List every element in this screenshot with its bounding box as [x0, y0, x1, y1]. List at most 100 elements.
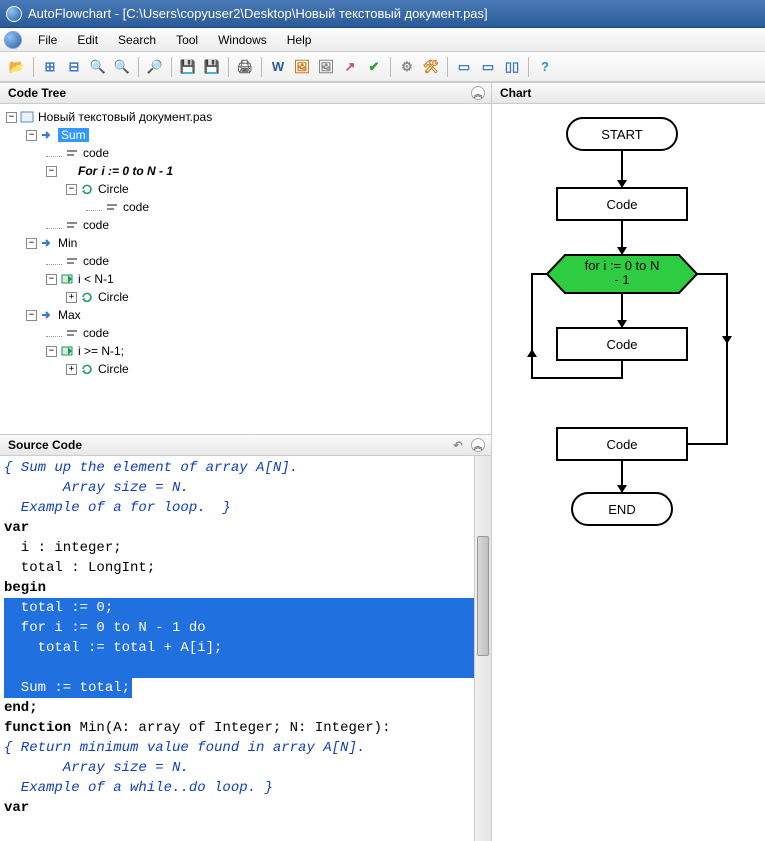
tree-node[interactable]: code — [2, 198, 489, 216]
save-icon[interactable]: 💾 — [177, 56, 199, 78]
flowchart-node-start[interactable]: START — [567, 118, 677, 150]
flowchart-node-code3[interactable]: Code — [557, 428, 687, 460]
tree-line — [86, 203, 102, 211]
scrollbar[interactable] — [474, 456, 491, 841]
layout1-icon[interactable]: ▭ — [453, 56, 475, 78]
right-column: Chart STARTCodefor i := 0 to N - 1CodeCo… — [492, 82, 765, 841]
menu-help[interactable]: Help — [277, 31, 322, 49]
toolbar-separator — [447, 57, 448, 77]
source-line: for i := 0 to N - 1 do — [4, 618, 487, 638]
source-line: Sum := total; — [4, 678, 132, 698]
tree-node[interactable]: − Sum — [2, 126, 489, 144]
tree-label: Circle — [98, 182, 129, 196]
tree-label: i >= N-1; — [78, 344, 124, 358]
collapse-toggle[interactable]: − — [46, 166, 57, 177]
collapse-icon[interactable]: ︽ — [471, 86, 485, 100]
tree-node[interactable]: − i >= N-1; — [2, 342, 489, 360]
tree-node[interactable]: code — [2, 252, 489, 270]
tools-icon[interactable]: 🛠 — [420, 56, 442, 78]
tree-line — [46, 257, 62, 265]
export-word-icon[interactable]: W — [267, 56, 289, 78]
code-icon — [64, 146, 80, 160]
scrollbar-thumb[interactable] — [477, 536, 489, 656]
collapse-toggle[interactable]: − — [6, 112, 17, 123]
tree-node[interactable]: −i < N-1 — [2, 270, 489, 288]
tree-label: Sum — [58, 128, 89, 142]
tree-node[interactable]: code — [2, 144, 489, 162]
toolbar-separator — [228, 57, 229, 77]
source-line — [4, 658, 487, 678]
tree-label: Circle — [98, 362, 129, 376]
flowchart-edge — [617, 220, 627, 255]
export-svg-icon[interactable]: 🖼 — [315, 56, 337, 78]
layout2-icon[interactable]: ▭ — [477, 56, 499, 78]
collapse-icon[interactable]: ⊟ — [63, 56, 85, 78]
source-code-header: Source Code ↶ ︽ — [0, 434, 491, 456]
expand-toggle[interactable]: + — [66, 292, 77, 303]
help-icon[interactable]: ? — [534, 56, 556, 78]
loop-icon — [79, 182, 95, 196]
arrow-icon — [39, 128, 55, 142]
flowchart-edge — [617, 150, 627, 188]
source-line: Array size = N. — [4, 478, 487, 498]
settings-icon[interactable]: ⚙ — [396, 56, 418, 78]
collapse-toggle[interactable]: − — [46, 274, 57, 285]
zoom-out-icon[interactable]: 🔍 — [111, 56, 133, 78]
tree-node[interactable]: −Fori := 0 to N - 1 — [2, 162, 489, 180]
collapse-toggle[interactable]: − — [26, 310, 37, 321]
flowchart-node-end[interactable]: END — [572, 493, 672, 525]
tree-node[interactable]: + Circle — [2, 360, 489, 378]
condition-icon — [59, 344, 75, 358]
collapse-toggle[interactable]: − — [46, 346, 57, 357]
tree-node[interactable]: code — [2, 216, 489, 234]
menu-windows[interactable]: Windows — [208, 31, 277, 49]
expand-toggle[interactable]: + — [66, 364, 77, 375]
source-code[interactable]: { Sum up the element of array A[N]. Arra… — [0, 456, 491, 841]
tree-node[interactable]: code — [2, 324, 489, 342]
undo-icon[interactable]: ↶ — [451, 438, 465, 452]
menu-search[interactable]: Search — [108, 31, 166, 49]
print-icon[interactable]: 🖨 — [234, 56, 256, 78]
menu-tool[interactable]: Tool — [166, 31, 208, 49]
source-line: var — [4, 518, 487, 538]
tree-label: code — [83, 254, 109, 268]
toolbar-separator — [528, 57, 529, 77]
svg-text:for i := 0 to N: for i := 0 to N — [585, 258, 660, 273]
code-icon — [64, 218, 80, 232]
collapse-toggle[interactable]: − — [26, 130, 37, 141]
collapse-toggle[interactable]: − — [66, 184, 77, 195]
toolbar-separator — [171, 57, 172, 77]
menu-edit[interactable]: Edit — [67, 31, 108, 49]
flowchart-node-code1[interactable]: Code — [557, 188, 687, 220]
menu-file[interactable]: File — [28, 31, 67, 49]
open-icon[interactable]: 📂 — [6, 56, 28, 78]
zoom-in-icon[interactable]: 🔍 — [87, 56, 109, 78]
export-image-icon[interactable]: 🖼 — [291, 56, 313, 78]
flowchart-edge — [617, 460, 627, 493]
arrow-icon — [39, 308, 55, 322]
tree-prefix: For — [78, 164, 97, 178]
layout3-icon[interactable]: ▯▯ — [501, 56, 523, 78]
tree-node[interactable]: −Max — [2, 306, 489, 324]
for-icon — [59, 164, 75, 178]
export-arrow-icon[interactable]: ↗ — [339, 56, 361, 78]
tree-node[interactable]: − Circle — [2, 180, 489, 198]
tree-node[interactable]: −Новый текстовый документ.pas — [2, 108, 489, 126]
flowchart-edge — [617, 293, 627, 328]
menu-bar: FileEditSearchToolWindowsHelp — [0, 28, 765, 52]
tree-node[interactable]: −Min — [2, 234, 489, 252]
find-icon[interactable]: 🔎 — [144, 56, 166, 78]
flowchart-node-for[interactable]: for i := 0 to N - 1 — [547, 255, 697, 293]
save-all-icon[interactable]: 💾 — [201, 56, 223, 78]
chart-canvas[interactable]: START Code for i := 0 to N - 1 Code Code END — [492, 104, 765, 841]
svg-text:Code: Code — [606, 337, 637, 352]
flowchart-node-code2[interactable]: Code — [557, 328, 687, 360]
collapse-icon[interactable]: ︽ — [471, 438, 485, 452]
svg-text:END: END — [608, 502, 635, 517]
export-check-icon[interactable]: ✔ — [363, 56, 385, 78]
arrow-icon — [39, 236, 55, 250]
collapse-toggle[interactable]: − — [26, 238, 37, 249]
tree-node[interactable]: +Circle — [2, 288, 489, 306]
code-tree[interactable]: −Новый текстовый документ.pas−Sumcode−Fo… — [0, 104, 491, 434]
expand-icon[interactable]: ⊞ — [39, 56, 61, 78]
